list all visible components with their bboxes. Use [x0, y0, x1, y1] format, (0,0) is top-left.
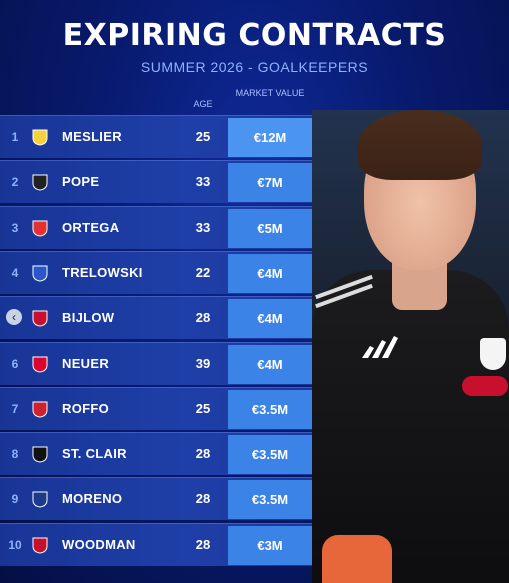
- table-row: 9 MORENO 28 €3.5M: [0, 477, 312, 521]
- player-name: TRELOWSKI: [62, 264, 143, 280]
- column-header-market-value: MARKET VALUE: [235, 88, 305, 98]
- page-title: EXPIRING CONTRACTS: [62, 18, 447, 53]
- player-age: 25: [195, 400, 211, 416]
- table-row: 1 MESLIER 25 €12M: [0, 115, 312, 158]
- table-row: 6 NEUER 39 €4M: [0, 341, 312, 385]
- table-row: BIJLOW 28 €4M: [0, 296, 312, 340]
- rank-number: 3: [11, 220, 19, 235]
- player-name: ROFFO: [62, 400, 109, 416]
- rank-number: 2: [11, 175, 19, 190]
- market-value: €4M: [228, 344, 312, 384]
- player-age: 28: [195, 310, 211, 326]
- table-row: 10 WOODMAN 28 €3M: [0, 522, 312, 566]
- back-button[interactable]: ‹: [6, 309, 22, 325]
- table-row: 2 POPE 33 €7M: [0, 160, 312, 204]
- table-row: 3 ORTEGA 33 €5M: [0, 205, 312, 249]
- page-subtitle: SUMMER 2026 - GOALKEEPERS: [140, 59, 369, 75]
- player-age: 22: [195, 264, 211, 280]
- pachuca-crest-icon: [31, 490, 49, 508]
- adidas-logo-icon: [362, 336, 398, 358]
- market-value: €4M: [228, 253, 312, 293]
- sponsor-logo-icon: [462, 376, 508, 396]
- player-photo: [312, 110, 509, 583]
- player-age: 39: [195, 355, 211, 371]
- player-name: MORENO: [62, 491, 123, 507]
- liverpool-crest-icon: [31, 536, 49, 554]
- player-name: NEUER: [62, 355, 110, 371]
- nottingham-forest-crest-icon: [31, 219, 49, 237]
- estudiantes-crest-icon: [31, 400, 49, 418]
- player-age: 28: [195, 536, 211, 552]
- player-age: 28: [195, 491, 211, 507]
- player-name: ST. CLAIR: [62, 446, 127, 462]
- player-name: POPE: [62, 174, 100, 190]
- player-name: BIJLOW: [62, 310, 115, 326]
- inter-miami-crest-icon: [31, 445, 49, 463]
- market-value: €7M: [228, 163, 312, 203]
- market-value: €3.5M: [228, 480, 312, 520]
- table-row: 4 TRELOWSKI 22 €4M: [0, 250, 312, 294]
- bochum-crest-icon: [31, 264, 49, 282]
- market-value: €5M: [228, 208, 312, 248]
- player-age: 28: [195, 446, 211, 462]
- market-value: €12M: [228, 118, 312, 157]
- goalkeeper-glove-icon: [322, 535, 392, 583]
- table-row: 8 ST. CLAIR 28 €3.5M: [0, 432, 312, 476]
- newcastle-crest-icon: [31, 173, 49, 191]
- rank-number: 8: [11, 447, 19, 462]
- player-age: 25: [195, 129, 211, 144]
- column-header-age: AGE: [193, 99, 213, 109]
- rank-number: 1: [11, 130, 19, 144]
- player-name: MESLIER: [62, 129, 122, 144]
- market-value: €3M: [228, 525, 312, 565]
- player-age: 33: [195, 219, 211, 235]
- bayern-crest-icon: [31, 355, 49, 373]
- rank-number: 4: [11, 265, 19, 280]
- player-age: 33: [195, 174, 211, 190]
- rank-number: 7: [11, 401, 19, 416]
- rank-number: 6: [11, 356, 19, 371]
- genoa-crest-icon: [31, 309, 49, 327]
- market-value: €3.5M: [228, 389, 312, 429]
- player-name: WOODMAN: [62, 536, 136, 552]
- market-value: €3.5M: [228, 435, 312, 475]
- rank-number: 10: [8, 537, 22, 552]
- leeds-crest-icon: [31, 128, 49, 146]
- table-row: 7 ROFFO 25 €3.5M: [0, 386, 312, 430]
- club-crest-icon: [480, 338, 506, 370]
- rank-number: 9: [11, 492, 19, 507]
- chevron-left-icon: ‹: [12, 310, 16, 324]
- market-value: €4M: [228, 299, 312, 339]
- player-name: ORTEGA: [62, 219, 120, 235]
